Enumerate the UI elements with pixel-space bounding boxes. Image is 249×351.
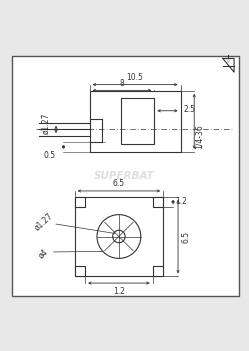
Bar [75, 197, 163, 276]
Text: SUPERBAT: SUPERBAT [94, 171, 155, 181]
Text: ø1.27: ø1.27 [42, 113, 51, 134]
Bar [75, 266, 85, 276]
Text: 1.2: 1.2 [113, 287, 125, 296]
Bar [75, 197, 85, 207]
Text: 1.2: 1.2 [176, 197, 187, 206]
Text: 8: 8 [120, 79, 124, 88]
Bar [153, 266, 163, 276]
Text: 0.5: 0.5 [44, 151, 56, 160]
Bar [121, 98, 154, 144]
Circle shape [97, 214, 141, 258]
Text: 2.5: 2.5 [183, 105, 195, 114]
Text: ▽: ▽ [226, 58, 231, 63]
Circle shape [113, 230, 125, 243]
Text: 6.5: 6.5 [113, 179, 125, 188]
Text: 10.5: 10.5 [127, 73, 143, 82]
Text: ø4: ø4 [37, 247, 50, 260]
Text: ø1.27: ø1.27 [33, 211, 55, 232]
Bar [90, 91, 181, 152]
Text: 6.5: 6.5 [181, 231, 190, 243]
Text: 1/4-36: 1/4-36 [195, 125, 204, 149]
Bar [153, 197, 163, 207]
